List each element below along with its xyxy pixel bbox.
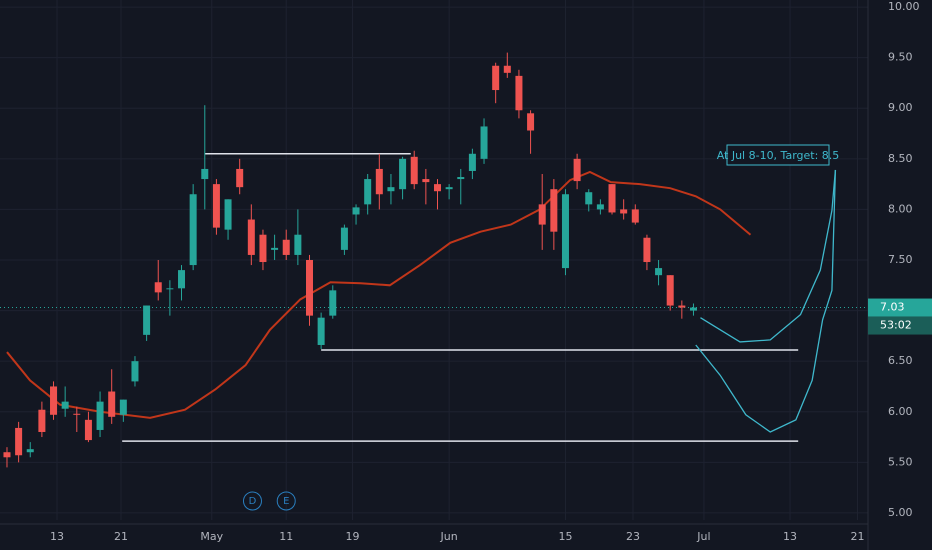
candle-body [631,209,639,223]
candle-body [538,204,546,225]
candle-body [515,75,523,111]
last-price-label: 7.03 [880,301,905,314]
candle-body [643,237,651,263]
candle-body [108,391,116,417]
candle-body [573,158,581,182]
candle-body [503,65,511,73]
x-tick-label: 21 [114,530,128,543]
y-tick-label: 8.00 [888,202,913,215]
candle-body [212,184,220,228]
candle-body [154,282,162,293]
candle-body [387,187,395,192]
candle-body [352,207,360,215]
candle-body [236,168,244,188]
y-tick-label: 9.00 [888,101,913,114]
y-tick-label: 9.50 [888,51,913,64]
candle-body [131,361,139,382]
candle-body [84,419,92,441]
projection-curve [700,169,837,343]
candle-body [317,317,325,345]
x-tick-label: Jul [696,530,710,543]
candle-body [445,187,453,190]
candle-body [15,427,23,456]
candle-body [550,189,558,232]
candle-body [143,305,151,335]
candle-body [61,401,69,409]
x-tick-label: 23 [626,530,640,543]
event-marker [242,491,262,511]
candle-body [585,192,593,205]
candle-body [457,177,465,180]
candle-body [119,399,127,415]
candle-body [189,194,197,266]
candle-body [678,305,686,308]
candle-body [689,307,697,311]
event-marker [276,491,296,511]
x-tick-label: 21 [851,530,865,543]
candle-body [433,184,441,192]
x-tick-label: 19 [346,530,360,543]
y-tick-label: 8.50 [888,152,913,165]
event-label: D [249,496,257,507]
y-tick-label: 6.00 [888,405,913,418]
candle-body [3,452,11,458]
candle-body [340,227,348,250]
candle-body [596,204,604,210]
candle-body [201,168,209,180]
x-tick-label: May [200,530,223,543]
x-tick-label: 13 [783,530,797,543]
candle-body [178,270,186,289]
last-price-box [868,298,932,317]
x-tick-label: 15 [558,530,572,543]
y-tick-label: 6.50 [888,354,913,367]
candle-body [561,194,569,269]
y-tick-label: 10.00 [888,0,920,13]
annotation-text: At Jul 8-10, Target: 8.5 [717,149,840,162]
candle-body [306,260,314,316]
y-tick-label: 5.00 [888,506,913,519]
candle-body [38,409,46,432]
candle-body [259,234,267,263]
annotation-box [726,144,830,166]
candle-body [271,247,279,250]
candle-body [96,401,104,430]
candle-body [492,65,500,91]
candle-body [73,413,81,415]
candle-body [410,156,418,185]
x-tick-label: Jun [440,530,458,543]
candle-body [329,290,337,316]
y-tick-label: 5.50 [888,455,913,468]
candle-body [399,158,407,190]
candle-body [294,234,302,255]
x-tick-label: 11 [279,530,293,543]
candle-body [166,288,174,290]
candle-body [282,239,290,255]
candle-body [655,268,663,276]
candle-body [247,219,255,255]
candle-body [468,153,476,171]
projection-curve [695,169,837,433]
candle-body [620,209,628,214]
y-tick-label: 7.50 [888,253,913,266]
countdown-box [868,316,932,335]
event-label: E [283,496,289,507]
x-tick-label: 13 [50,530,64,543]
candle-body [224,199,232,230]
candle-body [666,275,674,306]
candle-body [527,113,535,131]
moving-average [6,170,752,419]
candle-body [608,184,616,213]
candle-body [50,386,58,415]
candle-body [480,126,488,159]
candle-body [422,179,430,183]
countdown-label: 53:02 [880,319,912,332]
candle-body [26,449,34,453]
candle-body [375,168,383,195]
candle-body [364,179,372,205]
